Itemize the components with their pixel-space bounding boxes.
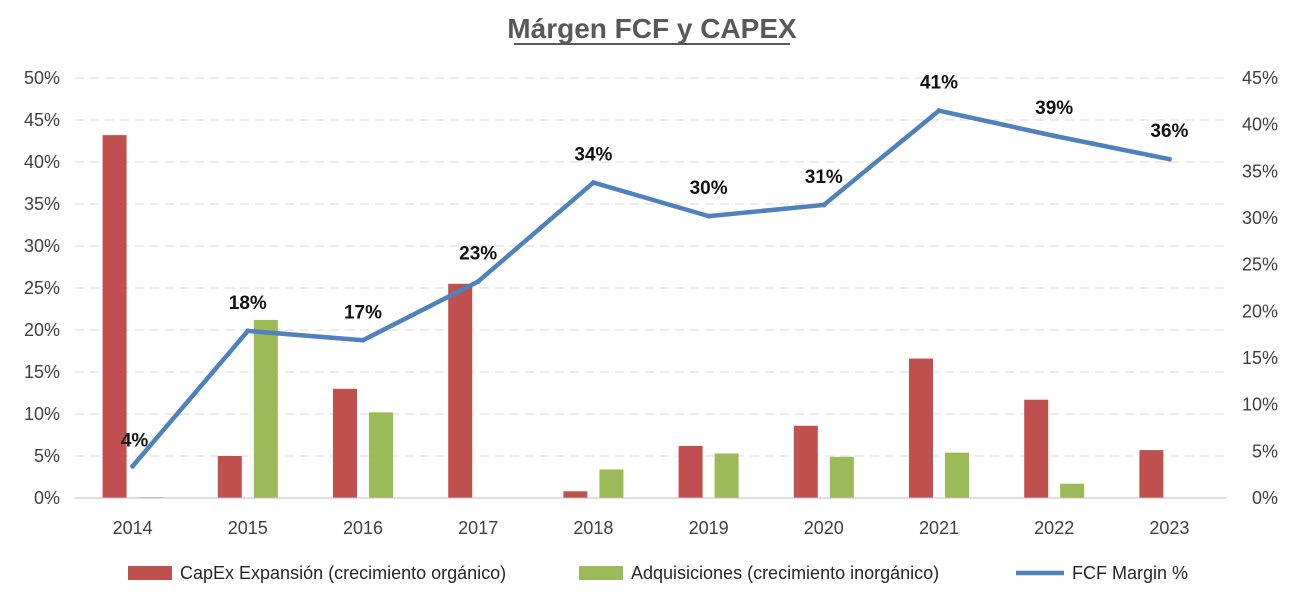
x-axis-tick-label: 2023 bbox=[1149, 518, 1189, 538]
x-axis-tick-label: 2017 bbox=[458, 518, 498, 538]
left-axis-tick-label: 25% bbox=[24, 278, 60, 298]
x-axis-tick-label: 2015 bbox=[228, 518, 268, 538]
bar-adquisiciones-2019 bbox=[714, 453, 739, 498]
bar-capex-2016 bbox=[333, 388, 357, 498]
fcf-margin-data-label: 4% bbox=[121, 430, 149, 451]
left-axis-tick-label: 50% bbox=[24, 68, 60, 88]
fcf-margin-point-2015 bbox=[245, 328, 251, 334]
right-axis-tick-label: 10% bbox=[1242, 395, 1278, 415]
bar-series bbox=[102, 135, 1164, 498]
bar-adquisiciones-2015 bbox=[253, 319, 278, 498]
fcf-margin-data-label: 23% bbox=[459, 243, 497, 264]
left-axis-tick-label: 30% bbox=[24, 236, 60, 256]
right-axis-tick-label: 25% bbox=[1242, 255, 1278, 275]
fcf-margin-point-2019 bbox=[706, 213, 712, 219]
right-axis-tick-label: 45% bbox=[1242, 68, 1278, 88]
bar-adquisiciones-2016 bbox=[369, 412, 393, 498]
bar-capex-2020 bbox=[793, 425, 818, 498]
bar-capex-2014 bbox=[102, 135, 127, 498]
data-labels: 4% 18% 17% 23% 34% 30% 31% 41% 39% 36% bbox=[121, 73, 1189, 452]
line-series bbox=[130, 108, 1172, 469]
left-axis-tick-label: 0% bbox=[34, 488, 60, 508]
x-axis-tick-label: 2020 bbox=[804, 518, 844, 538]
x-axis-tick-label: 2018 bbox=[573, 518, 613, 538]
bar-capex-2021 bbox=[909, 358, 933, 498]
fcf-margin-point-2014 bbox=[130, 463, 136, 469]
axes: 0% 5% 10% 15% 20% 25% 30% 35% 40% 45% 50% 0% 5% 10% 15… bbox=[24, 68, 1278, 538]
fcf-margin-point-2020 bbox=[821, 202, 827, 208]
fcf-margin-data-label: 39% bbox=[1035, 98, 1073, 119]
legend-label: Adquisiciones (crecimiento inorgánico) bbox=[631, 563, 939, 583]
fcf-margin-point-2016 bbox=[360, 337, 366, 343]
fcf-margin-data-label: 41% bbox=[920, 73, 958, 94]
fcf-margin-point-2017 bbox=[475, 278, 481, 284]
right-axis-tick-label: 35% bbox=[1242, 161, 1278, 181]
bar-adquisiciones-2018 bbox=[599, 469, 624, 498]
fcf-margin-data-label: 31% bbox=[805, 167, 843, 188]
bar-adquisiciones-2021 bbox=[945, 452, 969, 498]
bar-capex-2019 bbox=[678, 445, 703, 498]
left-axis-tick-label: 40% bbox=[24, 152, 60, 172]
legend-label: CapEx Expansión (crecimiento orgánico) bbox=[180, 563, 506, 583]
bar-capex-2018 bbox=[563, 491, 588, 498]
fcf-margin-data-label: 17% bbox=[344, 302, 382, 323]
legend-label: FCF Margin % bbox=[1072, 563, 1188, 583]
fcf-margin-data-label: 36% bbox=[1150, 121, 1188, 142]
bar-capex-2023 bbox=[1139, 450, 1164, 498]
bar-adquisiciones-2020 bbox=[829, 456, 854, 498]
legend-swatch-capex bbox=[128, 566, 172, 580]
right-axis-tick-label: 40% bbox=[1242, 115, 1278, 135]
fcf-margin-data-label: 18% bbox=[229, 293, 267, 314]
x-axis-tick-label: 2016 bbox=[343, 518, 383, 538]
x-axis-tick-label: 2021 bbox=[919, 518, 959, 538]
left-axis-tick-label: 20% bbox=[24, 320, 60, 340]
bar-capex-2017 bbox=[448, 283, 473, 498]
fcf-margin-line bbox=[130, 108, 1172, 469]
bar-capex-2022 bbox=[1024, 399, 1049, 498]
bar-capex-2015 bbox=[217, 456, 242, 498]
x-axis-tick-label: 2019 bbox=[689, 518, 729, 538]
bar-adquisiciones-2022 bbox=[1060, 483, 1085, 498]
left-axis-tick-label: 45% bbox=[24, 110, 60, 130]
left-axis-tick-label: 15% bbox=[24, 362, 60, 382]
x-axis-tick-label: 2022 bbox=[1034, 518, 1074, 538]
fcf-margin-data-label: 34% bbox=[574, 145, 612, 166]
left-axis-tick-label: 35% bbox=[24, 194, 60, 214]
right-axis-tick-label: 0% bbox=[1252, 488, 1278, 508]
right-axis-tick-label: 5% bbox=[1252, 441, 1278, 461]
legend-swatch-adquisiciones bbox=[579, 566, 623, 580]
fcf-margin-point-2023 bbox=[1166, 156, 1172, 162]
right-axis-tick-label: 15% bbox=[1242, 348, 1278, 368]
left-axis-tick-label: 5% bbox=[34, 446, 60, 466]
fcf-margin-point-2021 bbox=[936, 108, 942, 114]
left-axis-tick-label: 10% bbox=[24, 404, 60, 424]
chart-title: Márgen FCF y CAPEX bbox=[507, 13, 797, 44]
right-axis-tick-label: 20% bbox=[1242, 301, 1278, 321]
right-axis-tick-label: 30% bbox=[1242, 208, 1278, 228]
fcf-margin-data-label: 30% bbox=[690, 178, 728, 199]
fcf-margin-point-2022 bbox=[1051, 133, 1057, 139]
fcf-margin-point-2018 bbox=[590, 180, 596, 186]
x-axis-tick-label: 2014 bbox=[113, 518, 153, 538]
legend: CapEx Expansión (crecimiento orgánico) Ad… bbox=[128, 563, 1188, 583]
